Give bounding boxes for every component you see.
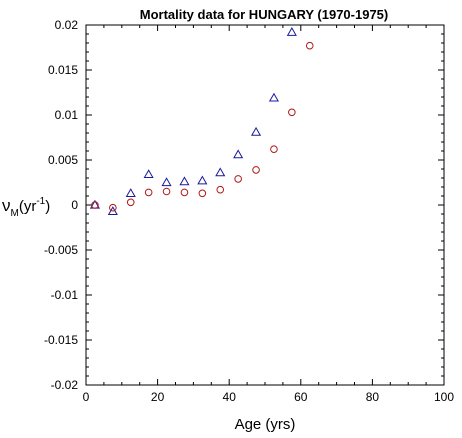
y-axis-label-subscript: M	[11, 208, 19, 219]
circle-data-point	[144, 188, 153, 197]
x-axis-tick-labels: 0 20 40 60 80 100	[83, 390, 455, 404]
x-axis-label: Age (yrs)	[235, 416, 296, 433]
y-axis-tick-labels: -0.02 -0.015 -0.01 -0.005 0 0.005 0.01 0.015 0.0…	[44, 18, 78, 392]
circle-data-point	[198, 189, 207, 198]
y-tick-label: -0.02	[51, 378, 79, 392]
circle-data-point	[180, 188, 189, 197]
triangle-data-point	[143, 169, 154, 179]
x-tick-label: 0	[83, 390, 90, 404]
data-markers	[89, 26, 314, 215]
triangle-data-point	[286, 26, 297, 36]
x-tick-label: 80	[366, 390, 380, 404]
y-tick-label: -0.015	[44, 333, 78, 347]
plot-frame	[85, 24, 445, 386]
y-axis-label-close: )	[45, 198, 50, 215]
triangle-data-point	[233, 149, 244, 159]
x-tick-label: 100	[434, 390, 454, 404]
x-tick-label: 60	[294, 390, 308, 404]
y-tick-label: 0	[71, 198, 78, 212]
y-tick-label: 0.005	[48, 153, 78, 167]
y-axis-label: νM(yr-1)	[2, 196, 50, 219]
x-tick-label: 40	[223, 390, 237, 404]
y-axis-label-symbol: ν	[2, 196, 11, 215]
circle-data-point	[270, 145, 278, 153]
y-tick-label: -0.005	[44, 243, 78, 257]
circle-data-point	[216, 185, 225, 194]
y-axis-ticks	[86, 24, 444, 386]
triangle-data-point	[268, 92, 280, 102]
y-axis-label-open: (yr	[19, 198, 37, 215]
circle-data-point	[91, 201, 99, 209]
circle-data-point	[252, 166, 260, 174]
triangle-data-point	[161, 177, 172, 187]
circle-data-point	[162, 187, 171, 196]
circle-data-point	[288, 108, 296, 117]
y-tick-label: 0.01	[55, 108, 79, 122]
chart-title: Mortality data for HUNGARY (1970-1975)	[140, 7, 389, 22]
circle-data-point	[109, 203, 117, 212]
y-tick-label: 0.02	[55, 18, 79, 32]
triangle-data-point	[125, 188, 136, 197]
circle-data-point	[126, 198, 135, 207]
triangle-data-point	[197, 175, 208, 185]
x-axis-ticks	[85, 25, 445, 385]
x-tick-label: 20	[151, 390, 165, 404]
y-tick-label: 0.015	[48, 63, 78, 77]
y-tick-label: -0.01	[51, 288, 79, 302]
triangle-data-point	[215, 167, 226, 177]
triangle-data-point	[250, 126, 262, 136]
circle-data-point	[234, 175, 242, 183]
circle-data-point	[305, 41, 314, 50]
triangle-data-point	[179, 176, 190, 186]
y-axis-label-superscript: -1	[36, 196, 45, 207]
